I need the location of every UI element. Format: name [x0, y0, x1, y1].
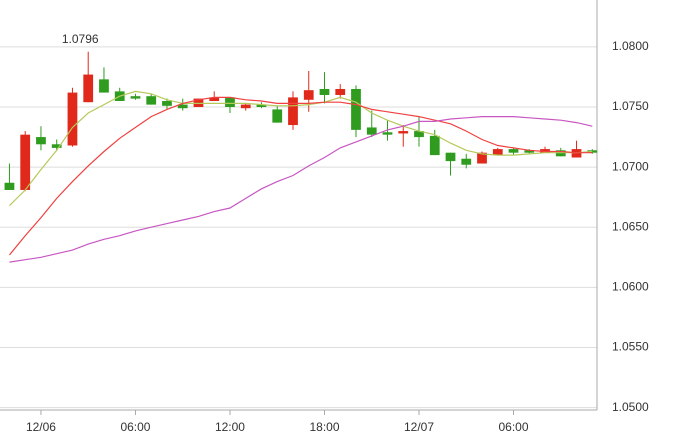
candle-body: [414, 131, 424, 138]
candle-body: [508, 149, 519, 153]
candle-body: [429, 135, 440, 156]
y-tick-label: 1.0650: [612, 219, 649, 233]
candle-body: [162, 100, 172, 106]
candle-body: [303, 90, 314, 100]
x-tick-label: 12:00: [215, 420, 245, 434]
candle-body: [366, 127, 377, 135]
x-tick-label: 18:00: [309, 420, 339, 434]
x-tick-label: 12/06: [26, 420, 56, 434]
max-high-label: 1.0796: [62, 32, 99, 46]
candle-body: [288, 97, 298, 126]
moving-average-line: [9, 96, 593, 256]
candle-body: [209, 97, 220, 101]
candle-body: [382, 132, 393, 135]
candle-body: [51, 144, 62, 148]
candle-body: [99, 79, 109, 93]
candle-body: [240, 104, 251, 109]
candle-body: [492, 149, 503, 156]
candle-body: [524, 150, 535, 153]
candle-body: [445, 152, 456, 162]
candle-body: [335, 88, 346, 95]
candle-body: [272, 109, 283, 123]
y-tick-label: 1.0550: [612, 340, 649, 354]
candle-body: [477, 152, 487, 164]
candle-body: [351, 88, 361, 130]
candle-body: [319, 88, 330, 95]
candle-body: [67, 92, 78, 146]
moving-average-line: [9, 116, 593, 263]
candle-body: [398, 131, 409, 134]
candle-body: [256, 104, 267, 108]
candle-body: [4, 182, 15, 190]
moving-average-line: [9, 90, 593, 207]
x-tick-label: 06:00: [498, 420, 528, 434]
candle-body: [225, 97, 235, 108]
y-tick-label: 1.0600: [612, 280, 649, 294]
candle-body: [83, 74, 94, 103]
y-tick-label: 1.0750: [612, 99, 649, 113]
x-tick-label: 12/07: [404, 420, 434, 434]
y-tick-label: 1.0500: [612, 400, 649, 414]
candle-body: [540, 149, 550, 153]
x-tick-label: 06:00: [120, 420, 150, 434]
candle-body: [146, 96, 157, 105]
candle-body: [461, 158, 472, 165]
candle-body: [177, 104, 188, 109]
candle-body: [36, 137, 46, 145]
y-tick-label: 1.0800: [612, 39, 649, 53]
candle-body: [130, 96, 141, 99]
candle-body: [20, 134, 31, 190]
y-tick-label: 1.0700: [612, 159, 649, 173]
